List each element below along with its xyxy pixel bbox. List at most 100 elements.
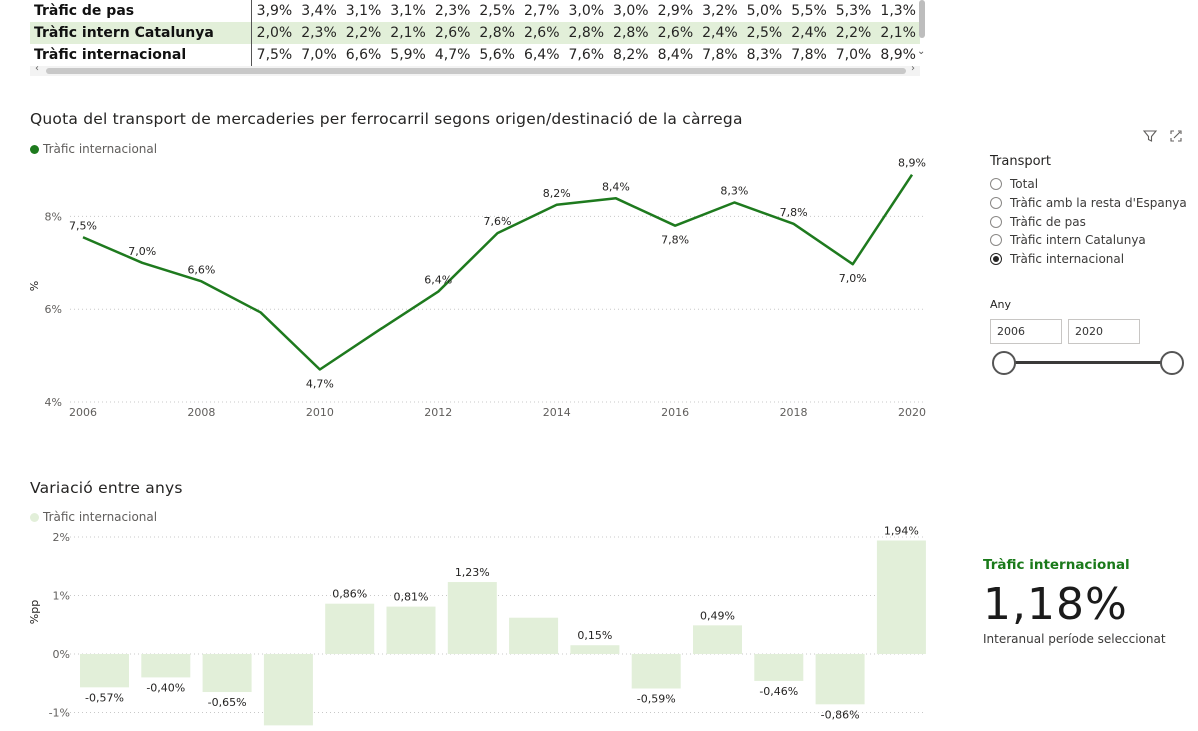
bar-chart-legend: Tràfic internacional (30, 510, 157, 524)
transport-option[interactable]: Tràfic intern Catalunya (990, 231, 1187, 250)
table-cell: 2,6% (652, 22, 698, 44)
legend-label: Tràfic internacional (43, 510, 158, 524)
radio-icon[interactable] (990, 178, 1002, 191)
y-axis-label: %pp (28, 600, 41, 624)
bar (80, 654, 129, 688)
transport-slicer-title: Transport (990, 154, 1052, 169)
transport-option-label: Total (1010, 177, 1039, 192)
slider-track[interactable] (1004, 361, 1172, 364)
legend-label: Tràfic internacional (43, 142, 158, 156)
radio-icon[interactable] (990, 197, 1002, 210)
y-tick-label: 0% (53, 648, 70, 661)
bar-chart-title: Variació entre anys (30, 479, 183, 497)
year-slicer-title: Any (990, 298, 1012, 311)
table-cell: 3,4% (301, 3, 337, 19)
table-cell: 3,2% (702, 3, 738, 19)
x-tick-label: 2020 (898, 406, 926, 419)
focus-mode-icon[interactable] (1168, 128, 1184, 144)
scroll-down-icon[interactable]: ⌄ (917, 46, 926, 57)
transport-option[interactable]: Total (990, 175, 1187, 194)
slider-handle-to[interactable] (1160, 351, 1184, 375)
bar (815, 654, 865, 705)
y-tick-label: 2% (53, 531, 70, 544)
vertical-scrollbar-thumb[interactable] (919, 0, 925, 38)
table-cell: 3,9% (256, 3, 293, 19)
table-cell: 7,0% (301, 47, 337, 63)
data-label: 1,23% (455, 566, 490, 579)
table-cell: 2,1% (385, 22, 430, 44)
kpi-subtitle: Interanual període seleccionat (983, 632, 1166, 646)
vertical-scrollbar[interactable]: ⌄ (916, 0, 928, 66)
table-cell: 5,3% (835, 3, 872, 19)
table-cell: 7,8% (791, 47, 827, 63)
radio-icon[interactable] (990, 215, 1002, 228)
data-label: 8,3% (720, 184, 748, 197)
horizontal-scrollbar[interactable]: ‹ › (30, 63, 920, 76)
table-cell: 2,2% (830, 22, 876, 44)
kpi-card: Tràfic internacional 1,18% Interanual pe… (983, 557, 1193, 646)
data-table-container: Tràfic de pas 3,9% 3,4% 3,1% 3,1% 2,3% 2,5% 2,7… (30, 0, 920, 76)
scroll-right-icon[interactable]: › (911, 63, 915, 74)
radio-icon[interactable] (990, 253, 1002, 266)
scroll-left-icon[interactable]: ‹ (35, 63, 39, 74)
y-tick-label: 6% (45, 303, 62, 316)
series-line (82, 173, 914, 371)
table-cell: 2,0% (251, 22, 297, 44)
data-label: 0,49% (700, 609, 735, 622)
year-from-input[interactable]: 2006 (990, 319, 1062, 344)
year-to-input[interactable]: 2020 (1068, 319, 1140, 344)
row-header: Tràfic internacional (30, 44, 253, 66)
y-tick-label: 4% (45, 396, 62, 409)
x-tick-label: 2008 (187, 406, 215, 419)
line-chart-legend: Tràfic internacional (30, 142, 157, 156)
data-label: 1,94% (884, 526, 919, 538)
table-cell: 3,0% (568, 3, 605, 19)
data-label: 7,8% (780, 206, 808, 219)
table-row: Tràfic internacional 7,5% 7,0% 6,6% 5,9% 4,7%… (30, 44, 920, 66)
visual-header-icons (1142, 128, 1184, 144)
table-row: Tràfic de pas 3,9% 3,4% 3,1% 3,1% 2,3% 2,5% 2,7… (30, 0, 920, 22)
table-cell: 2,1% (875, 22, 920, 44)
legend-marker (30, 512, 39, 522)
table-cell: 8,4% (657, 47, 694, 63)
transport-option-label: Tràfic amb la resta d'Espanya (1010, 196, 1187, 211)
slider-handle-from[interactable] (992, 351, 1016, 375)
x-tick-label: 2010 (306, 406, 334, 419)
bar (386, 606, 436, 654)
bar (263, 654, 313, 726)
data-label: 8,9% (898, 157, 926, 170)
table-cell: 6,4% (523, 47, 560, 63)
table-cell: 6,6% (345, 47, 382, 63)
bar (447, 582, 497, 654)
data-label: -0,40% (146, 681, 185, 694)
data-label: 7,5% (69, 219, 97, 232)
transport-slicer: Transport Total Tràfic amb la resta d'Esp… (990, 154, 1187, 268)
table-cell: 2,9% (657, 3, 694, 19)
year-range-slider[interactable] (992, 350, 1184, 376)
table-cell: 2,2% (340, 22, 386, 44)
bar (876, 540, 926, 654)
data-table: Tràfic de pas 3,9% 3,4% 3,1% 3,1% 2,3% 2,5% 2,7… (30, 0, 920, 66)
transport-option-label: Tràfic intern Catalunya (1010, 233, 1146, 248)
kpi-value: 1,18% (983, 579, 1128, 630)
table-cell: 2,6% (518, 22, 564, 44)
transport-option[interactable]: Tràfic amb la resta d'Espanya (990, 194, 1187, 213)
transport-option[interactable]: Tràfic de pas (990, 212, 1187, 231)
horizontal-scrollbar-thumb[interactable] (46, 68, 906, 74)
bar-chart: -1% 0% 1% 2% %pp -0,57% -0,40% -0,65% -1,22% 0,86… (28, 526, 926, 731)
year-slicer: Any 2006 2020 (990, 298, 1190, 375)
table-row: Tràfic intern Catalunya 2,0% 2,3% 2,2% 2,1% 2… (30, 22, 920, 44)
data-label: -0,59% (637, 693, 676, 706)
data-label: -1,22% (269, 729, 308, 731)
table-cell: 1,3% (880, 3, 916, 19)
transport-option[interactable]: Tràfic internacional (990, 250, 1187, 269)
x-tick-label: 2018 (780, 406, 808, 419)
table-cell: 8,9% (880, 47, 916, 63)
radio-icon[interactable] (990, 234, 1002, 247)
table-cell: 2,8% (608, 22, 653, 44)
table-cell: 2,8% (563, 22, 609, 44)
filter-icon[interactable] (1142, 128, 1158, 144)
x-tick-label: 2016 (661, 406, 689, 419)
data-label: -0,86% (821, 708, 860, 721)
x-tick-label: 2012 (424, 406, 452, 419)
